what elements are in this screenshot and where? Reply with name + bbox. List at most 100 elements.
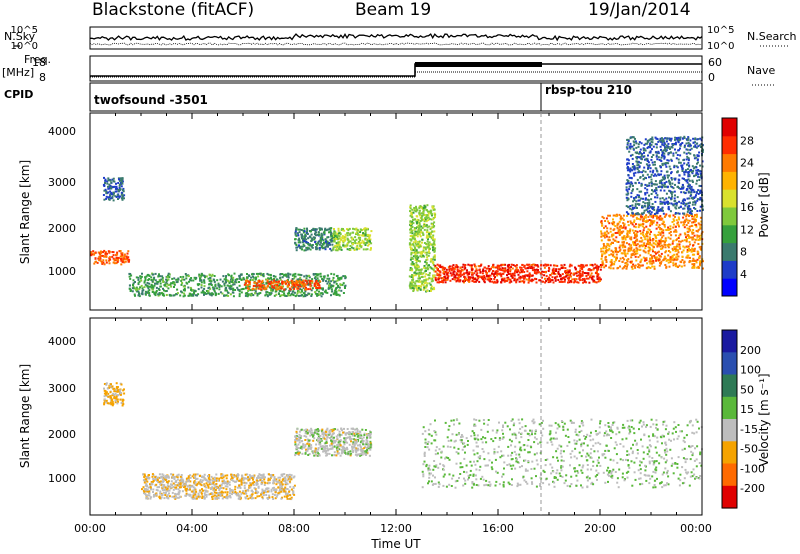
heatmap-cell [669, 168, 672, 170]
heatmap-cell [154, 279, 157, 282]
heatmap-cell [689, 191, 692, 194]
heatmap-cell [465, 279, 468, 281]
heatmap-cell [568, 281, 571, 284]
heatmap-cell [324, 238, 327, 241]
heatmap-cell [657, 140, 660, 143]
heatmap-cell [563, 263, 566, 266]
heatmap-cell [630, 181, 633, 184]
heatmap-cell [651, 203, 654, 205]
heatmap-cell [423, 265, 426, 267]
heatmap-cell [647, 228, 650, 231]
heatmap-cell [683, 171, 686, 174]
heatmap-cell [688, 260, 691, 262]
heatmap-cell [291, 280, 294, 283]
heatmap-cell [103, 403, 106, 406]
heatmap-cell [208, 283, 211, 286]
heatmap-cell [240, 288, 243, 291]
heatmap-cell [509, 273, 512, 275]
heatmap-cell [441, 265, 444, 268]
heatmap-cell [694, 203, 697, 206]
heatmap-cell [567, 281, 569, 284]
heatmap-cell [686, 210, 689, 213]
heatmap-cell [255, 287, 258, 290]
heatmap-cell [587, 277, 590, 280]
heatmap-cell [597, 265, 600, 268]
heatmap-cell [483, 279, 486, 282]
heatmap-cell [279, 282, 282, 285]
heatmap-cell [355, 246, 358, 249]
heatmap-cell [117, 257, 120, 259]
heatmap-cell [634, 250, 637, 253]
heatmap-cell [136, 290, 139, 293]
heatmap-cell [652, 260, 655, 262]
heatmap-cell [321, 247, 324, 250]
heatmap-cell [628, 176, 631, 179]
heatmap-cell [417, 285, 420, 287]
heatmap-cell [114, 187, 117, 190]
heatmap-cell [689, 210, 692, 213]
heatmap-cell [205, 275, 208, 278]
heatmap-cell [224, 287, 227, 290]
heatmap-cell [539, 279, 542, 282]
heatmap-cell [302, 295, 305, 298]
heatmap-cell [559, 273, 562, 276]
heatmap-cell [212, 278, 215, 281]
heatmap-cell [626, 190, 629, 193]
heatmap-cell [332, 248, 335, 251]
heatmap-cell [427, 242, 430, 245]
heatmap-cell [302, 292, 305, 295]
heatmap-cell [301, 235, 304, 238]
heatmap-cell [681, 251, 684, 254]
heatmap-cell [426, 266, 429, 269]
heatmap-cell [425, 269, 427, 272]
heatmap-cell [674, 141, 677, 144]
heatmap-cell [533, 270, 536, 273]
heatmap-cell [411, 232, 414, 235]
heatmap-cell [305, 238, 308, 241]
heatmap-cell [687, 221, 690, 224]
heatmap-cell [265, 293, 268, 296]
heatmap-cell [413, 227, 416, 229]
heatmap-cell [668, 228, 671, 231]
heatmap-cell [220, 285, 223, 288]
heatmap-cell [305, 280, 308, 283]
heatmap-cell [154, 294, 157, 297]
heatmap-cell [259, 272, 262, 275]
heatmap-cell [322, 279, 325, 282]
heatmap-cell [105, 255, 108, 258]
heatmap-cell [338, 286, 341, 289]
heatmap-cell [662, 229, 665, 232]
heatmap-cell [311, 229, 314, 231]
heatmap-cell [416, 235, 419, 238]
heatmap-cell [649, 151, 652, 154]
heatmap-cell [557, 270, 560, 273]
heatmap-cell [306, 282, 309, 285]
heatmap-cell [367, 244, 369, 247]
heatmap-cell [678, 139, 681, 142]
heatmap-cell [151, 284, 154, 287]
heatmap-cell [344, 233, 347, 236]
heatmap-cell [701, 160, 704, 163]
heatmap-cell [159, 285, 162, 288]
heatmap-cell [683, 226, 686, 229]
heatmap-cell [369, 240, 371, 243]
heatmap-cell [626, 259, 628, 262]
heatmap-cell [208, 279, 211, 282]
heatmap-cell [200, 284, 203, 287]
heatmap-cell [614, 232, 617, 234]
heatmap-cell [152, 278, 155, 281]
power-ytick-3000: 3000 [48, 176, 76, 189]
heatmap-cell [295, 294, 298, 297]
heatmap-cell [643, 143, 646, 146]
heatmap-cell [473, 272, 476, 275]
heatmap-cell [157, 275, 160, 278]
heatmap-cell [686, 256, 689, 259]
heatmap-cell [305, 287, 307, 289]
heatmap-cell [320, 295, 323, 298]
heatmap-cell [258, 286, 261, 289]
heatmap-cell [627, 235, 630, 238]
heatmap-cell [519, 275, 522, 278]
heatmap-cell [600, 222, 603, 225]
heatmap-cell [364, 234, 366, 237]
heatmap-cell [425, 261, 428, 264]
